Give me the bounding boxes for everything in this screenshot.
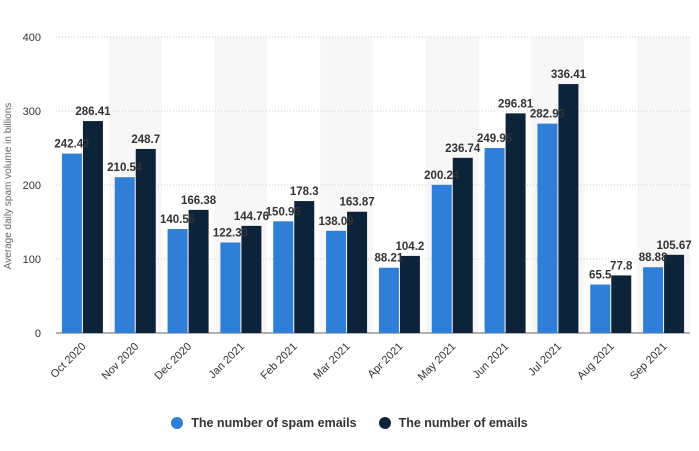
data-label: 336.41 — [551, 69, 587, 81]
data-label: 77.8 — [610, 260, 633, 272]
y-tick-label: 0 — [35, 328, 41, 340]
legend-item-spam[interactable]: The number of spam emails — [171, 416, 357, 430]
bar — [326, 230, 347, 333]
x-tick-label: Jan 2021 — [207, 341, 247, 381]
x-tick-label: Oct 2020 — [48, 341, 88, 381]
data-label: 144.76 — [234, 211, 269, 223]
legend-label-emails: The number of emails — [398, 416, 528, 430]
y-tick-label: 300 — [23, 106, 41, 118]
bar — [61, 153, 82, 333]
data-label: 210.54 — [107, 162, 143, 174]
bar — [537, 123, 558, 333]
y-axis-ticks: 0 100 200 300 400 — [23, 32, 41, 340]
bar — [431, 184, 452, 333]
data-label: 242.42 — [54, 139, 89, 151]
y-axis-label: Average daily spam volume in billions — [3, 103, 14, 270]
bar — [241, 225, 262, 333]
bar — [452, 157, 473, 333]
x-tick-label: Jul 2021 — [526, 341, 564, 379]
y-tick-label: 400 — [23, 32, 41, 44]
data-label: 166.38 — [181, 195, 217, 207]
data-label: 296.81 — [498, 98, 534, 110]
x-tick-label: Jun 2021 — [471, 341, 511, 381]
bar — [347, 211, 368, 333]
legend-item-emails[interactable]: The number of emails — [378, 416, 528, 430]
data-label: 236.74 — [445, 143, 481, 155]
bar — [399, 255, 420, 333]
x-axis-ticks: Oct 2020 Nov 2020 Dec 2020 Jan 2021 Feb 2021… — [48, 341, 669, 384]
data-label: 163.87 — [339, 197, 374, 209]
data-label: 286.41 — [75, 106, 111, 118]
legend-marker-emails — [378, 417, 391, 429]
bar — [590, 284, 611, 333]
bar — [611, 275, 632, 333]
x-tick-label: Dec 2020 — [152, 341, 194, 383]
y-tick-label: 100 — [23, 254, 41, 266]
data-labels: 242.42 286.41 210.54 248.7 140.56 166.38 122.3… — [54, 69, 691, 281]
bar — [135, 148, 156, 333]
data-label: 122.33 — [213, 227, 248, 239]
legend-label-spam: The number of spam emails — [191, 416, 357, 430]
bar — [188, 209, 209, 333]
x-tick-label: Sep 2021 — [628, 341, 670, 383]
data-label: 140.56 — [160, 214, 195, 226]
data-label: 150.93 — [266, 206, 301, 218]
bar — [82, 121, 103, 333]
legend: The number of spam emails The number of … — [0, 416, 699, 430]
x-tick-label: Nov 2020 — [100, 341, 142, 383]
x-tick-label: Aug 2021 — [575, 341, 617, 383]
data-label: 282.93 — [530, 109, 565, 121]
bars — [61, 84, 685, 334]
bar — [294, 201, 315, 333]
bar — [273, 221, 294, 333]
data-label: 104.2 — [396, 241, 425, 253]
data-label: 105.67 — [656, 240, 691, 252]
x-tick-label: Mar 2021 — [311, 341, 352, 382]
gridlines — [56, 36, 690, 334]
data-label: 88.88 — [639, 252, 668, 264]
data-label: 178.3 — [290, 186, 319, 198]
bar — [558, 84, 579, 333]
bar — [505, 113, 526, 334]
bar — [484, 148, 505, 333]
bar — [643, 267, 664, 333]
x-tick-label: Feb 2021 — [259, 341, 300, 382]
x-tick-label: Apr 2021 — [365, 341, 405, 381]
bar — [664, 254, 685, 333]
data-label: 88.21 — [375, 253, 404, 265]
bar — [114, 177, 135, 333]
data-label: 248.7 — [131, 134, 160, 146]
data-label: 65.5 — [589, 270, 612, 282]
data-label: 200.24 — [424, 170, 460, 182]
bar — [220, 242, 241, 333]
legend-marker-spam — [171, 417, 184, 429]
bar — [167, 228, 188, 333]
bar — [378, 267, 399, 333]
x-tick-label: May 2021 — [416, 341, 459, 384]
data-label: 249.95 — [477, 133, 513, 145]
y-tick-label: 200 — [23, 180, 41, 192]
data-label: 138.09 — [318, 216, 353, 228]
